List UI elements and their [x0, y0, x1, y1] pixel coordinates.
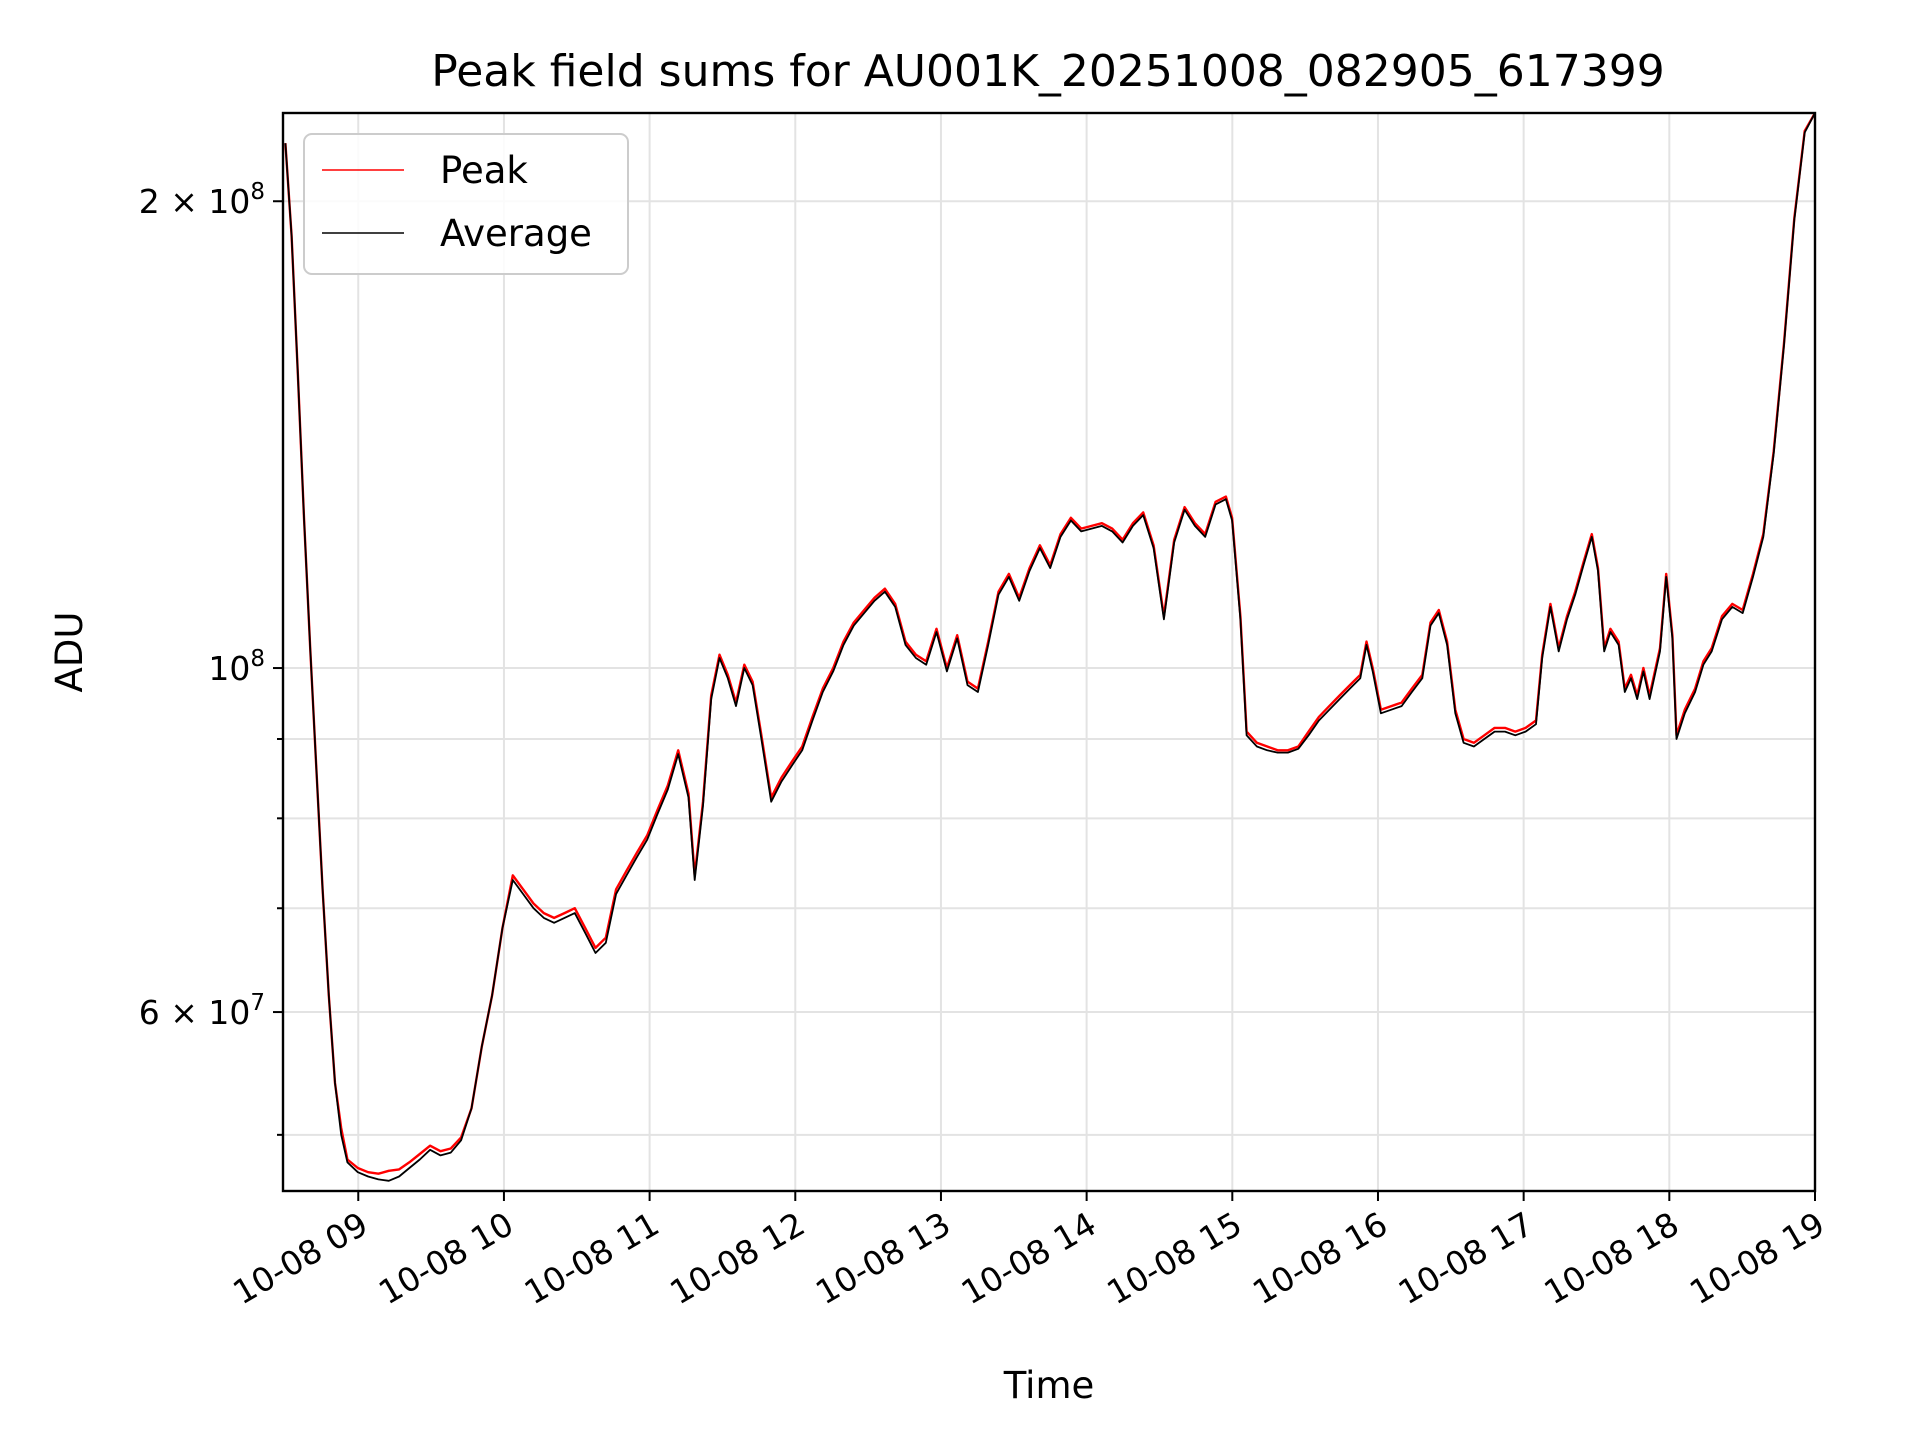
plot-frame	[281, 111, 1817, 1193]
y-axis-label: ADU	[48, 612, 91, 693]
series-line-average	[284, 113, 1815, 1182]
legend-label-peak: Peak	[440, 149, 528, 192]
x-axis-label: Time	[1003, 1364, 1095, 1407]
y-tick-label: 2 × 108	[139, 179, 265, 221]
y-tick-label: 108	[208, 646, 265, 688]
legend-label-average: Average	[440, 212, 592, 255]
legend: Peak Average	[303, 133, 629, 275]
y-tick-label: 6 × 107	[139, 990, 265, 1032]
legend-box	[303, 133, 629, 275]
y-axis-ticks: 2 × 108 108 6 × 107	[139, 179, 283, 1136]
chart-title: Peak field sums for AU001K_20251008_0829…	[431, 46, 1664, 97]
series-layer	[284, 113, 1815, 1182]
plot-area	[284, 113, 1815, 1182]
